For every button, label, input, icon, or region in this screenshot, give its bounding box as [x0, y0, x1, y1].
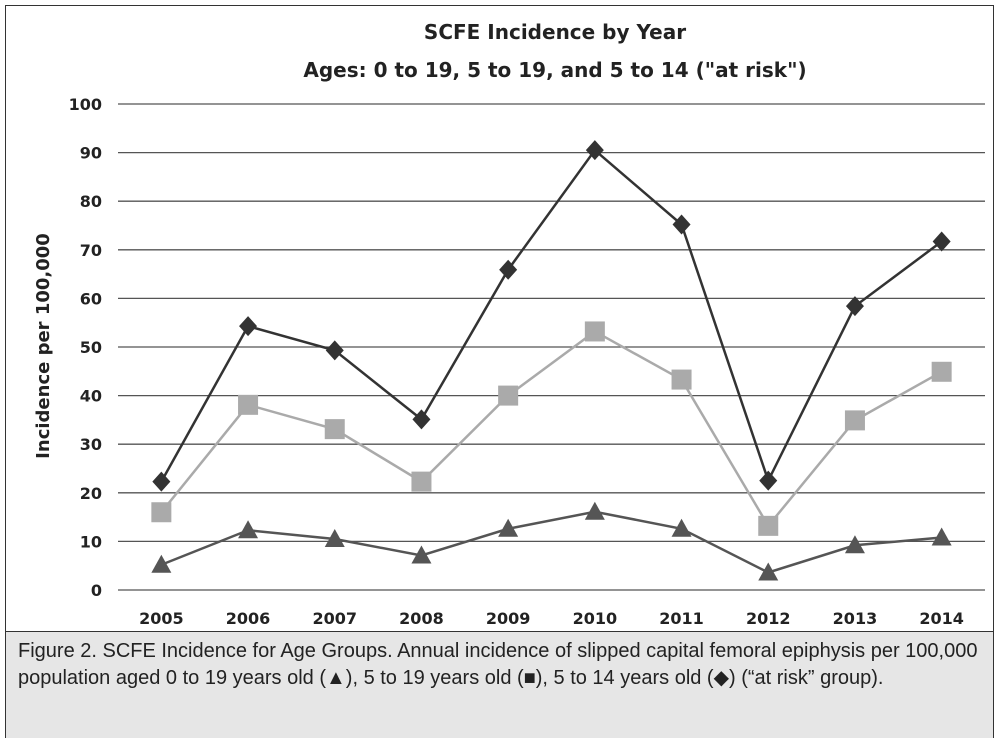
y-tick-label: 50 [80, 338, 102, 357]
data-point [152, 471, 171, 492]
series-line [160, 510, 942, 574]
y-tick-label: 10 [80, 532, 102, 551]
gridlines [118, 103, 985, 591]
data-point [238, 394, 259, 415]
data-point [584, 501, 605, 520]
data-point [672, 214, 691, 235]
data-point [411, 545, 432, 564]
series-triangle [151, 501, 952, 581]
data-point [151, 554, 172, 573]
x-tick-label: 2008 [399, 609, 444, 628]
y-tick-label: 30 [80, 435, 102, 454]
data-point [498, 385, 519, 406]
series-diamond [152, 140, 951, 492]
chart-title: SCFE Incidence by Year [424, 20, 686, 44]
y-axis-label: Incidence per 100,000 [33, 233, 54, 459]
x-tick-label: 2013 [833, 609, 878, 628]
series-line [160, 148, 943, 484]
x-tick-label: 2010 [573, 609, 618, 628]
series-line [160, 329, 943, 529]
data-point [584, 321, 605, 342]
y-tick-label: 80 [80, 192, 102, 211]
data-point [758, 562, 779, 581]
x-axis-ticks: 2005 2006 2007 2008 2009 2010 2011 2012 2013 2014 [139, 609, 964, 628]
y-tick-label: 40 [80, 387, 102, 406]
series-layer [151, 140, 952, 581]
data-point [411, 471, 432, 492]
data-point [238, 520, 259, 539]
y-axis-ticks: 0 10 20 30 40 50 60 70 80 90 100 [69, 95, 102, 600]
y-tick-label: 0 [91, 581, 102, 600]
x-tick-label: 2014 [919, 609, 964, 628]
data-point [931, 527, 952, 546]
data-point [758, 515, 779, 536]
x-tick-label: 2006 [226, 609, 271, 628]
data-point [759, 470, 778, 491]
data-point [844, 410, 865, 431]
x-tick-label: 2011 [659, 609, 704, 628]
x-tick-label: 2007 [312, 609, 357, 628]
data-point [412, 409, 431, 430]
data-point [325, 340, 344, 361]
y-tick-label: 100 [69, 95, 102, 114]
y-tick-label: 60 [80, 289, 102, 308]
line-chart: SCFE Incidence by Year Ages: 0 to 19, 5 … [33, 20, 985, 628]
data-point [324, 419, 345, 440]
data-point [324, 528, 345, 547]
chart-panel [5, 5, 994, 632]
data-point [671, 518, 692, 537]
data-point [932, 231, 951, 252]
chart-subtitle: Ages: 0 to 19, 5 to 19, and 5 to 14 ("at… [303, 58, 806, 82]
x-tick-label: 2012 [746, 609, 791, 628]
data-point [499, 259, 518, 280]
figure-caption-box: Figure 2. SCFE Incidence for Age Groups.… [5, 632, 994, 738]
y-tick-label: 90 [80, 144, 102, 163]
y-tick-label: 70 [80, 241, 102, 260]
data-point [844, 535, 865, 554]
figure-caption: Figure 2. SCFE Incidence for Age Groups.… [18, 640, 978, 689]
series-square [151, 321, 952, 536]
data-point [585, 140, 604, 161]
x-tick-label: 2005 [139, 609, 184, 628]
data-point [239, 316, 258, 337]
data-point [151, 502, 172, 523]
x-tick-label: 2009 [486, 609, 531, 628]
data-point [931, 361, 952, 382]
y-tick-label: 20 [80, 484, 102, 503]
data-point [671, 369, 692, 390]
data-point [498, 518, 519, 537]
data-point [845, 296, 864, 317]
